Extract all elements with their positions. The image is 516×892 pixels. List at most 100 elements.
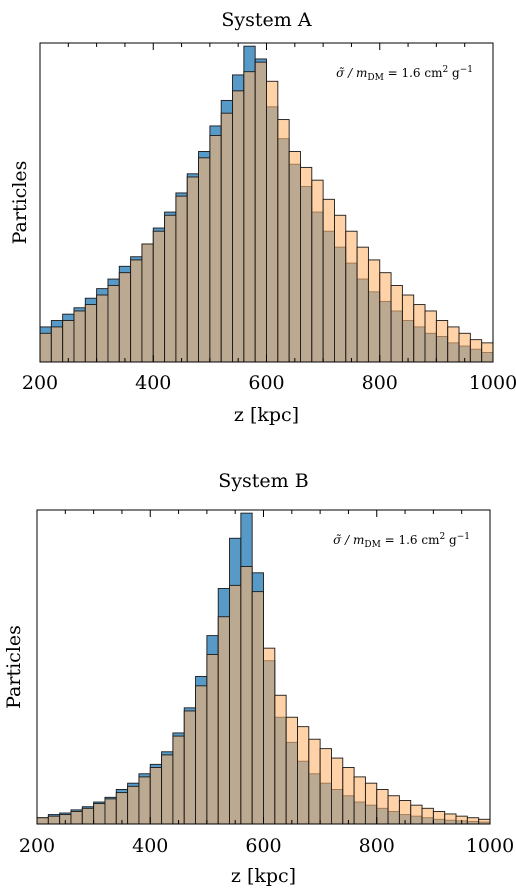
bar [367,259,381,363]
bar [39,332,52,363]
bar [447,326,460,363]
bar [209,135,222,363]
bar [263,647,276,825]
histogram-system-b: System B 200 400 600 800 1000 z [kpc] Particles… [3,470,514,887]
bar [152,230,166,363]
bar [319,748,332,825]
cross-section-annotation: σ̃ / mDM = 1.6 cm2 g−1 [333,532,470,550]
bar [84,304,98,363]
bar [141,243,154,363]
annotation-annotation_sup1: 2 [439,532,445,542]
annotation-annotation_sub: DM [364,540,380,550]
bar [183,710,197,825]
bar [297,726,310,825]
annotation-annotation_value: = 1.6 cm [381,533,440,547]
annotation-annotation: σ̃ / m [333,533,364,547]
bar [469,339,483,363]
annotation-annotation_sup2: −1 [457,532,470,542]
bar [308,738,321,825]
bar [311,179,324,363]
x-tick-label: 200 [22,372,58,394]
bar [421,807,434,825]
histogram-system-a: System A 200 400 600 800 1000 z [kpc] Particles… [9,9,516,426]
bar [387,795,400,825]
bar [62,320,75,363]
bar [130,259,143,363]
bar [36,817,49,825]
x-tick-label: 400 [132,835,168,857]
bar [175,195,188,363]
bar [466,817,480,825]
bar [410,804,423,825]
bar [334,214,347,363]
cross-section-annotation: σ̃ / mDM = 1.6 cm2 g−1 [336,65,473,83]
annotation-annotation_sup1: 2 [442,65,448,75]
bar [104,798,117,825]
bar [127,785,140,825]
annotation-annotation_sup2: −1 [460,65,473,75]
bar [206,653,219,825]
bar [107,284,120,363]
x-axis-label: z [kpc] [231,865,296,887]
bar [478,818,491,825]
bar [73,310,86,363]
annotation-annotation_unit: g [445,533,457,547]
bar [353,776,366,825]
bar [149,767,163,825]
bar [70,810,83,825]
bar [285,716,298,825]
annotation-annotation_unit: g [448,66,460,80]
bar [229,584,242,825]
bar [118,272,132,363]
bar [379,272,392,363]
bar [81,807,95,825]
series-1 [36,566,491,825]
bar [322,198,335,363]
bar [390,284,403,363]
annotation-annotation: σ̃ / m [336,66,367,80]
bar [161,754,174,825]
x-tick-label: 800 [362,372,398,394]
x-tick-label: 600 [245,835,281,857]
bar [217,616,230,825]
bar [96,294,109,363]
x-tick-label: 600 [248,372,284,394]
bar [331,757,344,825]
bar [164,214,177,363]
bar [47,815,61,825]
bar [220,112,233,363]
bar [435,320,449,363]
bar [481,342,494,363]
bar [172,735,185,825]
x-tick-label: 200 [19,835,55,857]
series-1 [39,61,494,363]
bar [240,566,253,825]
x-tick-label: 1000 [469,372,516,394]
x-axis-label: z [kpc] [234,404,299,426]
bar [458,332,471,363]
x-tick-label: 1000 [466,835,514,857]
bar [115,792,129,825]
bar [444,813,457,825]
bar [364,782,378,825]
bar [138,776,151,825]
chart-title: System A [221,9,311,31]
bar [345,230,358,363]
bar [251,591,264,825]
x-tick-label: 400 [135,372,171,394]
bar [300,166,313,363]
bar [195,685,208,825]
bar [342,767,355,825]
bar [254,61,267,363]
annotation-annotation_sub: DM [367,73,383,83]
bar [232,90,245,363]
annotation-annotation_value: = 1.6 cm [384,66,443,80]
bar [376,789,389,825]
bar [274,694,287,825]
bar [243,71,256,363]
bar [93,803,106,825]
x-tick-label: 800 [359,835,395,857]
bar [198,157,211,363]
y-axis-label: Particles [3,625,25,709]
